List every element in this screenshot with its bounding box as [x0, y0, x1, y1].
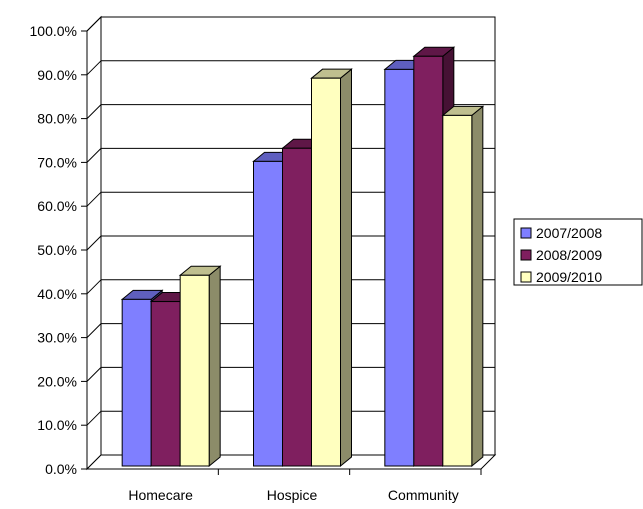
y-axis: 0.0% 10.0% 20.0% 30.0% 40.0% 50.0% 60.0% 70.0% 8… [30, 23, 87, 477]
bar-front [150, 301, 181, 467]
gridline-side [86, 60, 102, 76]
gridline-side [86, 104, 102, 119]
legend-swatch [520, 249, 532, 261]
y-tick-label: 40.0% [37, 286, 77, 302]
y-tick-label: 0.0% [45, 461, 77, 477]
bar [441, 105, 485, 468]
bar-front [282, 147, 312, 467]
y-tick-label: 90.0% [37, 67, 77, 83]
legend-label: 2008/2009 [536, 247, 602, 263]
bar-front [121, 298, 152, 467]
legend-box [513, 218, 643, 286]
bar-front [311, 77, 341, 467]
bar [310, 68, 353, 468]
legend-label: 2007/2008 [536, 225, 602, 241]
gridline-side [86, 148, 102, 163]
y-tick-label: 20.0% [37, 373, 77, 389]
bar [178, 265, 222, 468]
bar-front [413, 55, 444, 467]
y-tick-label: 100.0% [30, 23, 77, 39]
legend: 2007/2008 2008/2009 2009/2010 [513, 218, 643, 286]
x-tick-label: Homecare [128, 487, 193, 503]
legend-swatch [520, 271, 532, 283]
bar-side [340, 68, 352, 468]
bar-front [442, 114, 473, 467]
x-tick-label: Hospice [267, 487, 318, 503]
bar-front [253, 160, 283, 467]
bar-front [179, 274, 210, 467]
x-axis-labels: Homecare Hospice Community [128, 469, 482, 503]
gridline-side [86, 235, 102, 251]
bar-front [384, 68, 415, 467]
legend-label: 2009/2010 [536, 269, 602, 285]
gridline-side [86, 16, 102, 32]
gridline-side [86, 323, 102, 338]
gridline-side [86, 279, 102, 295]
y-tick-label: 10.0% [37, 417, 77, 433]
y-tick-label: 60.0% [37, 198, 77, 214]
bar-side [471, 105, 484, 468]
y-tick-label: 80.0% [37, 111, 77, 127]
y-tick-label: 30.0% [37, 330, 77, 346]
legend-swatch [520, 227, 532, 239]
x-tick-label: Community [388, 487, 459, 503]
gridline-side [86, 410, 102, 426]
gridline-side [86, 191, 102, 207]
y-tick-label: 50.0% [37, 242, 77, 258]
gridline-side [86, 367, 102, 382]
bars [120, 46, 485, 468]
y-tick-label: 70.0% [37, 154, 77, 170]
bar-side [208, 265, 221, 468]
